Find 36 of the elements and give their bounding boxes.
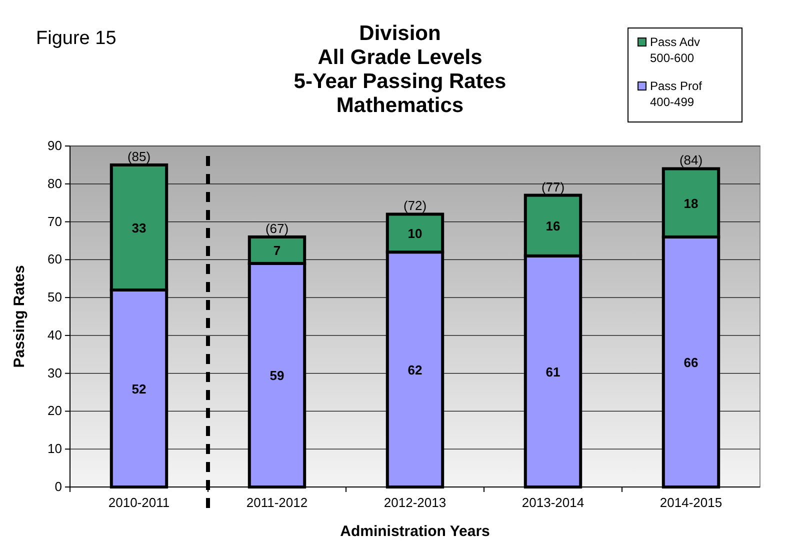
y-tick-label: 50: [48, 290, 62, 305]
total-label: (72): [403, 198, 427, 214]
total-label: (67): [265, 220, 289, 236]
total-label: (77): [541, 179, 565, 194]
data-label: 7: [273, 243, 281, 258]
y-tick-label: 90: [48, 138, 62, 153]
total-label: (85): [127, 148, 151, 164]
y-tick-label: 80: [48, 176, 62, 191]
caption: Figure 15: [36, 28, 116, 49]
data-label: 62: [408, 362, 422, 378]
y-tick-label: 70: [48, 214, 62, 229]
data-label: 52: [132, 381, 146, 396]
legend-label: Pass Adv 500-600: [650, 35, 700, 65]
data-label: 18: [684, 196, 698, 211]
y-tick-label: 40: [48, 327, 62, 342]
y-tick-label: 30: [48, 365, 62, 380]
total-label: (84): [679, 152, 703, 168]
data-label: 16: [546, 218, 560, 234]
legend-label: Pass Prof 400-499: [650, 79, 703, 109]
y-tick-label: 10: [48, 441, 62, 456]
data-label: 66: [684, 354, 698, 370]
x-tick-label: 2014-2015: [660, 495, 722, 510]
data-label: 33: [132, 220, 146, 236]
y-tick-label: 20: [48, 403, 62, 418]
chart-title: Division All Grade Levels 5-Year Passing Rates Mathematics: [294, 22, 506, 117]
x-tick-label: 2013-2014: [522, 495, 584, 510]
x-tick-label: 2012-2013: [384, 495, 446, 510]
x-axis-title: Administration Years: [340, 523, 490, 540]
data-label: 10: [408, 226, 422, 242]
x-tick-label: 2011-2012: [246, 495, 308, 510]
y-tick-label: 60: [48, 252, 62, 267]
data-label: 59: [270, 368, 284, 384]
x-tick-label: 2010-2011: [108, 495, 170, 510]
data-label: 61: [546, 364, 560, 380]
y-tick-label: 0: [54, 479, 62, 494]
y-axis-title: Passing Rates: [11, 265, 28, 368]
